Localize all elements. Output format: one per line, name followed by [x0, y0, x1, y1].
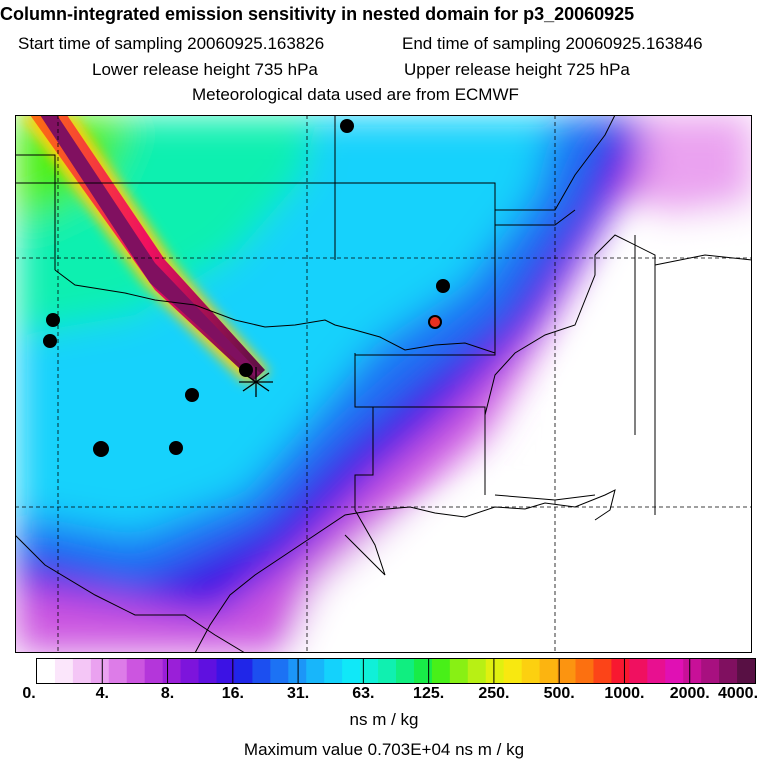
plume-center [40, 115, 260, 377]
colorbar-swatch [270, 659, 289, 683]
colorbar-tick-label: 4. [95, 685, 109, 702]
colorbar-tick-label: 8. [160, 685, 175, 702]
colorbar-swatch [252, 659, 271, 683]
station-marker [340, 119, 354, 133]
colorbar-swatch [396, 659, 415, 683]
field-white-southeast [295, 495, 752, 653]
colorbar-swatch [288, 659, 307, 683]
colorbar-swatch [431, 659, 451, 683]
station-marker [239, 363, 253, 377]
met-data-label: Meteorological data used are from ECMWF [192, 85, 519, 104]
colorbar-swatch [126, 659, 146, 683]
colorbar-swatch [72, 659, 92, 683]
sensitivity-map [15, 115, 752, 653]
colorbar-tick-label: 2000. [669, 685, 710, 702]
end-time-label: End time of sampling 20060925.163846 [402, 34, 703, 53]
colorbar-swatch [378, 659, 397, 683]
station-marker [436, 279, 450, 293]
max-value-label: Maximum value 0.703E+04 ns m / kg [243, 740, 525, 759]
field-lightviolet [635, 115, 752, 215]
colorbar-swatch [108, 659, 128, 683]
units-label: ns m / kg [349, 710, 419, 729]
station-marker [93, 441, 109, 457]
colorbar-swatch [719, 659, 738, 683]
colorbar-swatch [180, 659, 200, 683]
colorbar-tick-label: 250. [478, 685, 510, 702]
station-markers [43, 119, 450, 457]
colorbar-swatch [144, 659, 164, 683]
colorbar-swatch [449, 659, 469, 683]
colorbar-swatch [539, 659, 559, 683]
release-marker [428, 315, 442, 329]
plot-title: Column-integrated emission sensitivity i… [0, 4, 635, 24]
start-time-label: Start time of sampling 20060925.163826 [18, 34, 325, 53]
colorbar-swatch [234, 659, 253, 683]
colorbar-tick-label: 16. [221, 685, 244, 702]
colorbar-tick-label: 125. [413, 685, 445, 702]
colorbar-swatch [360, 659, 379, 683]
colorbar-swatch [593, 659, 612, 683]
field-white-east [575, 175, 752, 535]
colorbar-tick-label: 63. [352, 685, 375, 702]
station-marker [169, 441, 183, 455]
colorbar-swatch [557, 659, 576, 683]
station-marker [185, 388, 199, 402]
colorbar-swatch [485, 659, 505, 683]
map-frame [15, 115, 752, 653]
colorbar-swatch [737, 659, 756, 683]
colorbar [36, 658, 756, 684]
colorbar-swatch [665, 659, 684, 683]
colorbar-tick-label: 500. [543, 685, 575, 702]
colorbar-tick-label: 4000. [717, 685, 759, 702]
station-marker [43, 334, 57, 348]
colorbar-swatch [521, 659, 541, 683]
colorbar-frame [36, 658, 756, 684]
colorbar-tick-label: 1000. [604, 685, 645, 702]
lat-lon-grid [15, 115, 752, 653]
colorbar-swatch [503, 659, 523, 683]
colorbar-swatch [198, 659, 217, 683]
colorbar-swatch [629, 659, 648, 683]
colorbar-swatch [701, 659, 720, 683]
upper-height-label: Upper release height 725 hPa [404, 60, 630, 79]
colorbar-swatch [216, 659, 235, 683]
colorbar-swatch [683, 659, 702, 683]
colorbar-swatch [467, 659, 487, 683]
colorbar-swatch [413, 659, 433, 683]
colorbar-labels: 0. 4. 8. 16. 31. 63. 125. 250. 500. 1000. 2000. 400… [0, 685, 768, 709]
colorbar-swatch [342, 659, 361, 683]
colorbar-swatch [306, 659, 325, 683]
colorbar-tick-label: 0. [22, 685, 36, 702]
colorbar-swatch [611, 659, 630, 683]
station-marker [46, 313, 60, 327]
coastline [194, 489, 616, 653]
colorbar-tick-label: 31. [286, 685, 310, 702]
colorbar-swatch [575, 659, 594, 683]
colorbar-swatch [647, 659, 666, 683]
colorbar-swatch [54, 659, 74, 683]
release-point-star [239, 367, 273, 397]
lower-height-label: Lower release height 735 hPa [92, 60, 318, 79]
colorbar-swatch [37, 659, 56, 683]
colorbar-swatch [162, 659, 182, 683]
colorbar-swatch [90, 659, 110, 683]
colorbar-swatch [324, 659, 343, 683]
